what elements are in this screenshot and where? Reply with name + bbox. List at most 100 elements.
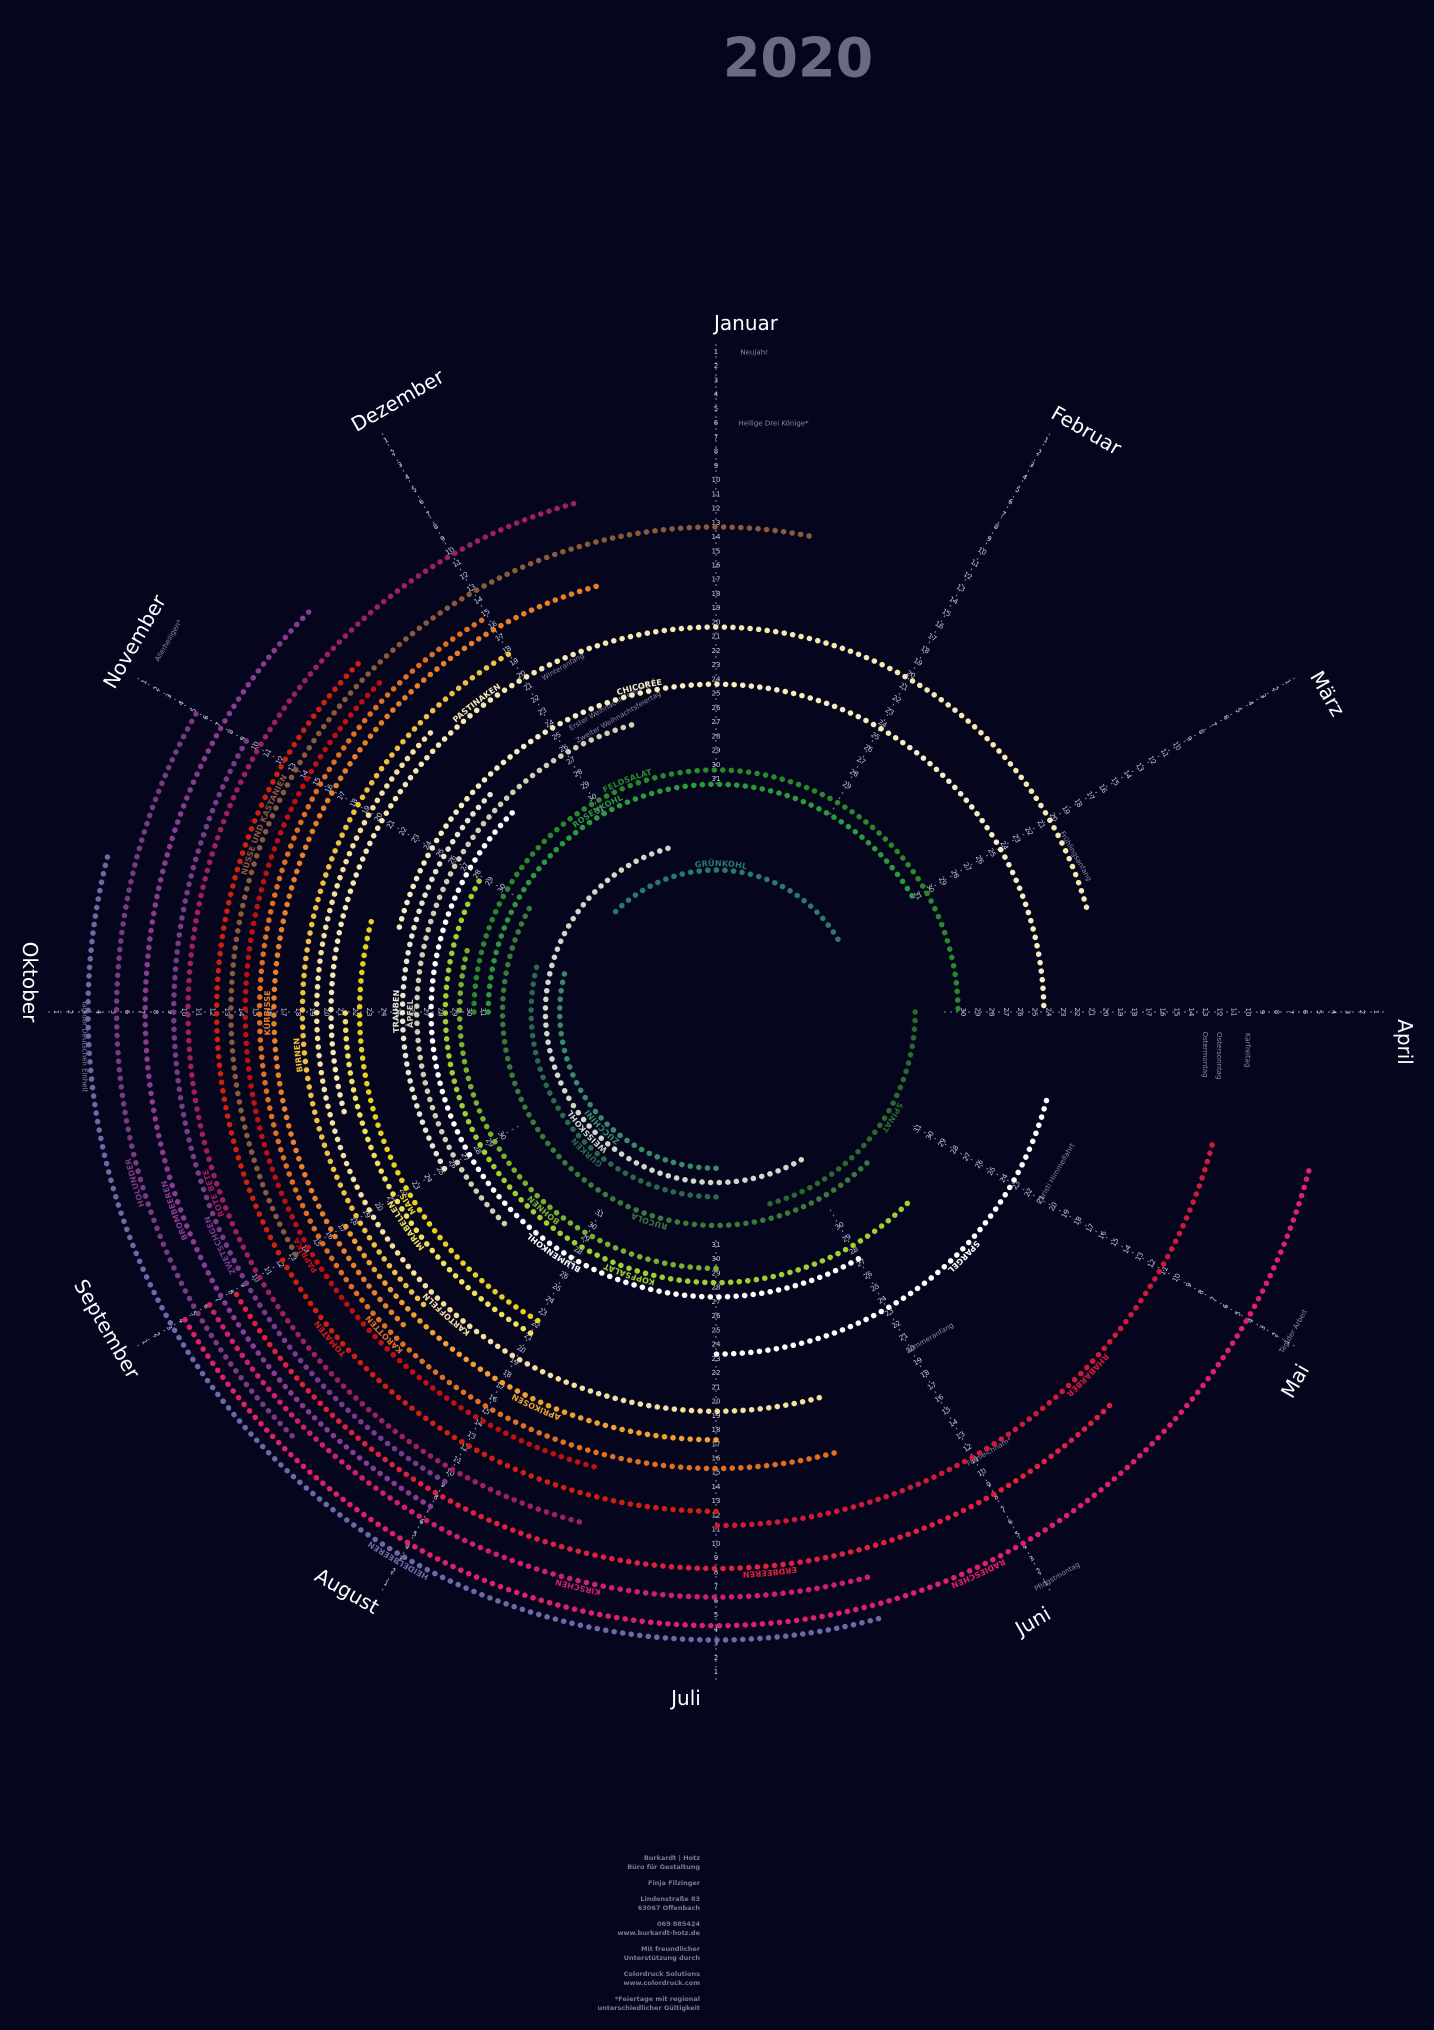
day-number: 1 xyxy=(1042,1579,1050,1588)
footer-line: Mit freundlicher xyxy=(641,1945,701,1953)
day-number: 1 xyxy=(1042,436,1050,445)
day-number: 8 xyxy=(226,1288,235,1296)
day-number: 25 xyxy=(869,1282,881,1293)
day-number: 25 xyxy=(435,1165,446,1177)
day-number: 7 xyxy=(425,1505,433,1514)
day-number: 1 xyxy=(382,436,390,445)
holiday: Ostersonntag xyxy=(1215,1032,1223,1079)
day-number: 4 xyxy=(403,473,411,482)
day-number: 23 xyxy=(712,661,721,669)
day-number: 16 xyxy=(324,782,336,794)
day-number: 19 xyxy=(712,604,721,612)
day-number: 27 xyxy=(459,861,470,873)
day-number: 10 xyxy=(712,1540,721,1548)
day-number: 22 xyxy=(891,694,903,705)
day-number: 4 xyxy=(95,1010,103,1015)
day-number: 15 xyxy=(311,1237,322,1249)
day-number: 13 xyxy=(955,1430,967,1441)
day-number: 24 xyxy=(544,718,556,730)
month-name: Oktober xyxy=(18,942,42,1023)
day-number: 29 xyxy=(841,1233,853,1244)
day-number: 20 xyxy=(515,669,527,680)
day-number: 12 xyxy=(209,1008,217,1017)
day-number: 19 xyxy=(712,1412,721,1420)
day-number: 9 xyxy=(439,534,447,543)
day-number: 29 xyxy=(937,875,948,887)
crop-season xyxy=(85,846,882,1643)
day-number: 9 xyxy=(238,1281,247,1289)
day-number: 2 xyxy=(714,362,718,370)
day-number: 7 xyxy=(999,1505,1007,1514)
day-number: 6 xyxy=(714,1597,719,1605)
day-number: 10 xyxy=(1171,740,1182,752)
day-number: 15 xyxy=(1109,1237,1120,1249)
day-number: 29 xyxy=(579,1233,591,1244)
day-number: 23 xyxy=(1011,1180,1022,1192)
footer-line: *Feiertage mit regional xyxy=(615,1995,700,2003)
day-number: 10 xyxy=(444,546,456,557)
day-number: 20 xyxy=(1102,1008,1110,1017)
day-number: 13 xyxy=(223,1008,231,1017)
day-number: 7 xyxy=(714,433,718,441)
day-number: 10 xyxy=(250,1272,261,1284)
day-number: 7 xyxy=(425,510,433,519)
day-number: 25 xyxy=(712,1326,721,1334)
day-number: 2 xyxy=(152,685,161,693)
day-number: 13 xyxy=(1201,1008,1209,1017)
day-number: 27 xyxy=(1002,1008,1010,1017)
day-number: 26 xyxy=(712,704,721,712)
day-number: 6 xyxy=(201,1302,210,1310)
day-number: 12 xyxy=(458,570,470,581)
day-number: 1 xyxy=(1283,678,1292,686)
day-number: 12 xyxy=(712,1511,721,1519)
day-number: 21 xyxy=(898,1331,910,1342)
day-number: 2 xyxy=(1358,1010,1366,1014)
day-number: 25 xyxy=(1030,1008,1038,1017)
day-number: 16 xyxy=(1097,1229,1109,1241)
month-spoke xyxy=(381,1208,603,1591)
day-number: 22 xyxy=(1023,1187,1034,1199)
day-number: 27 xyxy=(961,1151,972,1163)
day-number: 2 xyxy=(389,1567,397,1576)
day-number: 7 xyxy=(214,721,223,729)
day-number: 11 xyxy=(1159,1265,1170,1277)
title: 2020 xyxy=(723,27,873,90)
day-number: 14 xyxy=(473,1418,485,1430)
day-number: 14 xyxy=(1122,1243,1134,1255)
day-number: 5 xyxy=(714,1611,718,1619)
day-number: 7 xyxy=(999,510,1007,519)
day-number: 5 xyxy=(189,1310,198,1318)
month-spoke xyxy=(912,677,1295,899)
day-number: 17 xyxy=(1085,1222,1096,1234)
crop-season xyxy=(185,499,583,1525)
crop-season xyxy=(271,582,605,1328)
day-number: 22 xyxy=(351,1008,359,1017)
day-number: 14 xyxy=(948,1417,960,1429)
day-number: 18 xyxy=(712,1426,721,1434)
day-number: 26 xyxy=(558,1270,570,1282)
day-number: 24 xyxy=(422,1172,434,1184)
day-number: 13 xyxy=(712,1497,721,1505)
day-number: 19 xyxy=(912,657,924,668)
day-number: 13 xyxy=(466,583,478,594)
day-number: 22 xyxy=(530,694,542,705)
day-number: 12 xyxy=(712,505,721,513)
day-number: 11 xyxy=(712,1526,721,1534)
day-number: 2 xyxy=(1271,1331,1280,1339)
day-number: 23 xyxy=(1059,1008,1067,1017)
day-number: 12 xyxy=(274,1258,285,1270)
crop-season xyxy=(485,781,916,1015)
day-number: 29 xyxy=(484,875,495,887)
day-number: 24 xyxy=(712,1341,721,1349)
day-number: 4 xyxy=(177,699,186,707)
day-number: 9 xyxy=(1258,1010,1266,1014)
day-number: 20 xyxy=(373,1201,384,1213)
day-number: 3 xyxy=(1028,460,1036,469)
day-number: 11 xyxy=(1159,747,1170,759)
day-number: 2 xyxy=(1035,1567,1043,1576)
day-number: 11 xyxy=(262,1265,273,1277)
day-number: 11 xyxy=(451,558,463,569)
day-number: 22 xyxy=(712,1369,721,1377)
day-number: 18 xyxy=(1072,1215,1083,1227)
